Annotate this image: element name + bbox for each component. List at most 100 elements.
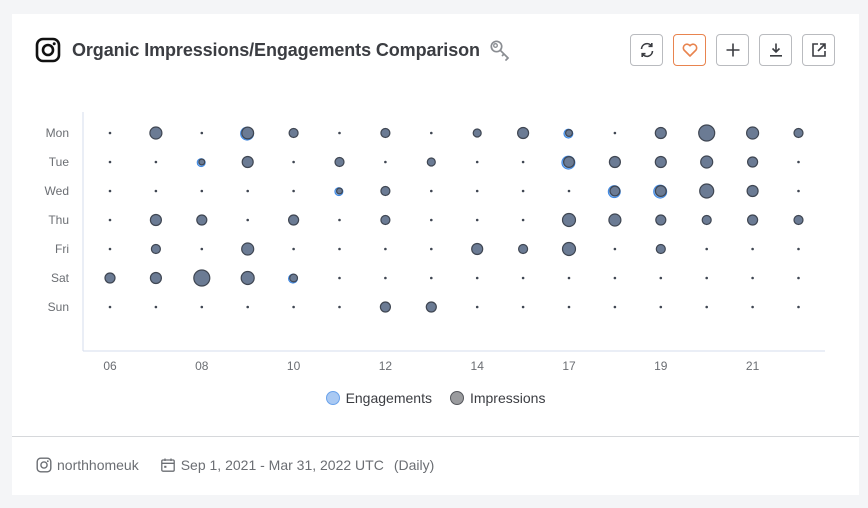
impressions-bubble[interactable] (240, 270, 255, 286)
impressions-bubble[interactable] (654, 126, 667, 140)
impressions-bubble[interactable] (430, 276, 433, 280)
impressions-bubble[interactable] (200, 305, 204, 309)
impressions-bubble[interactable] (384, 276, 387, 280)
legend-item-impressions[interactable]: Impressions (449, 390, 545, 406)
impressions-bubble[interactable] (746, 184, 759, 198)
impressions-bubble[interactable] (475, 218, 479, 222)
impressions-bubble[interactable] (108, 218, 112, 222)
open-external-button[interactable] (802, 34, 835, 66)
impressions-bubble[interactable] (334, 156, 345, 168)
impressions-bubble[interactable] (292, 305, 295, 309)
impressions-bubble[interactable] (705, 276, 708, 280)
impressions-bubble[interactable] (289, 273, 299, 283)
impressions-bubble[interactable] (379, 301, 391, 313)
impressions-bubble[interactable] (475, 276, 479, 280)
impressions-bubble[interactable] (561, 241, 577, 257)
impressions-bubble[interactable] (384, 160, 387, 164)
impressions-bubble[interactable] (471, 242, 484, 256)
impressions-bubble[interactable] (338, 305, 341, 309)
impressions-bubble[interactable] (108, 189, 112, 193)
impressions-bubble[interactable] (521, 189, 525, 193)
impressions-bubble[interactable] (336, 187, 344, 195)
impressions-bubble[interactable] (108, 131, 112, 135)
impressions-bubble[interactable] (108, 247, 112, 251)
impressions-bubble[interactable] (154, 160, 158, 164)
impressions-bubble[interactable] (701, 214, 712, 226)
impressions-bubble[interactable] (655, 243, 666, 255)
impressions-bubble[interactable] (246, 189, 249, 193)
impressions-bubble[interactable] (521, 305, 525, 309)
impressions-bubble[interactable] (380, 214, 391, 226)
impressions-bubble[interactable] (338, 247, 341, 251)
impressions-bubble[interactable] (292, 160, 295, 164)
impressions-bubble[interactable] (518, 243, 529, 255)
impressions-bubble[interactable] (705, 247, 708, 251)
impressions-bubble[interactable] (797, 247, 800, 251)
impressions-bubble[interactable] (613, 131, 617, 135)
bubble-chart[interactable]: Mon Tue Wed Thu Fri Sat Sun 06 08 10 12 14 17 19 21 (12, 104, 859, 394)
impressions-bubble[interactable] (521, 218, 525, 222)
impressions-bubble[interactable] (200, 189, 204, 193)
impressions-bubble[interactable] (613, 305, 617, 309)
impressions-bubble[interactable] (338, 218, 341, 222)
impressions-bubble[interactable] (746, 214, 759, 226)
impressions-bubble[interactable] (655, 214, 667, 226)
impressions-bubble[interactable] (654, 184, 667, 197)
impressions-bubble[interactable] (380, 185, 391, 197)
impressions-bubble[interactable] (608, 155, 622, 169)
impressions-bubble[interactable] (699, 183, 715, 199)
impressions-bubble[interactable] (288, 127, 299, 139)
impressions-bubble[interactable] (751, 276, 754, 280)
impressions-bubble[interactable] (654, 155, 667, 169)
impressions-bubble[interactable] (430, 247, 433, 251)
impressions-bubble[interactable] (108, 160, 112, 164)
impressions-bubble[interactable] (751, 247, 754, 251)
impressions-bubble[interactable] (104, 272, 116, 284)
impressions-bubble[interactable] (797, 160, 800, 164)
impressions-bubble[interactable] (793, 214, 804, 226)
impressions-bubble[interactable] (609, 185, 621, 197)
impressions-bubble[interactable] (380, 127, 391, 139)
impressions-bubble[interactable] (241, 242, 255, 256)
impressions-bubble[interactable] (659, 276, 663, 280)
impressions-bubble[interactable] (797, 276, 800, 280)
impressions-bubble[interactable] (193, 269, 211, 287)
impressions-bubble[interactable] (797, 305, 800, 309)
impressions-bubble[interactable] (149, 126, 163, 140)
impressions-bubble[interactable] (430, 218, 433, 222)
impressions-bubble[interactable] (108, 305, 112, 309)
impressions-bubble[interactable] (793, 127, 804, 139)
impressions-bubble[interactable] (150, 243, 161, 255)
impressions-bubble[interactable] (338, 276, 341, 280)
impressions-bubble[interactable] (475, 160, 479, 164)
impressions-bubble[interactable] (241, 155, 254, 169)
impressions-bubble[interactable] (200, 247, 204, 251)
impressions-bubble[interactable] (430, 131, 433, 135)
impressions-bubble[interactable] (746, 156, 759, 168)
impressions-bubble[interactable] (475, 189, 479, 193)
impressions-bubble[interactable] (705, 305, 708, 309)
impressions-bubble[interactable] (613, 247, 617, 251)
impressions-bubble[interactable] (425, 301, 437, 313)
impressions-bubble[interactable] (613, 276, 617, 280)
impressions-bubble[interactable] (521, 160, 525, 164)
impressions-bubble[interactable] (196, 214, 208, 226)
impressions-bubble[interactable] (149, 271, 162, 285)
impressions-bubble[interactable] (154, 189, 158, 193)
favorite-button[interactable] (673, 34, 706, 66)
impressions-bubble[interactable] (659, 305, 663, 309)
impressions-bubble[interactable] (200, 131, 204, 135)
impressions-bubble[interactable] (561, 212, 577, 228)
impressions-bubble[interactable] (246, 305, 249, 309)
impressions-bubble[interactable] (288, 214, 300, 226)
impressions-bubble[interactable] (246, 218, 249, 222)
impressions-bubble[interactable] (797, 189, 800, 193)
impressions-bubble[interactable] (745, 126, 760, 140)
impressions-bubble[interactable] (751, 305, 754, 309)
impressions-bubble[interactable] (149, 213, 162, 227)
impressions-bubble[interactable] (567, 305, 571, 309)
refresh-button[interactable] (630, 34, 663, 66)
impressions-bubble[interactable] (430, 189, 433, 193)
impressions-bubble[interactable] (700, 155, 714, 169)
impressions-bubble[interactable] (384, 247, 387, 251)
